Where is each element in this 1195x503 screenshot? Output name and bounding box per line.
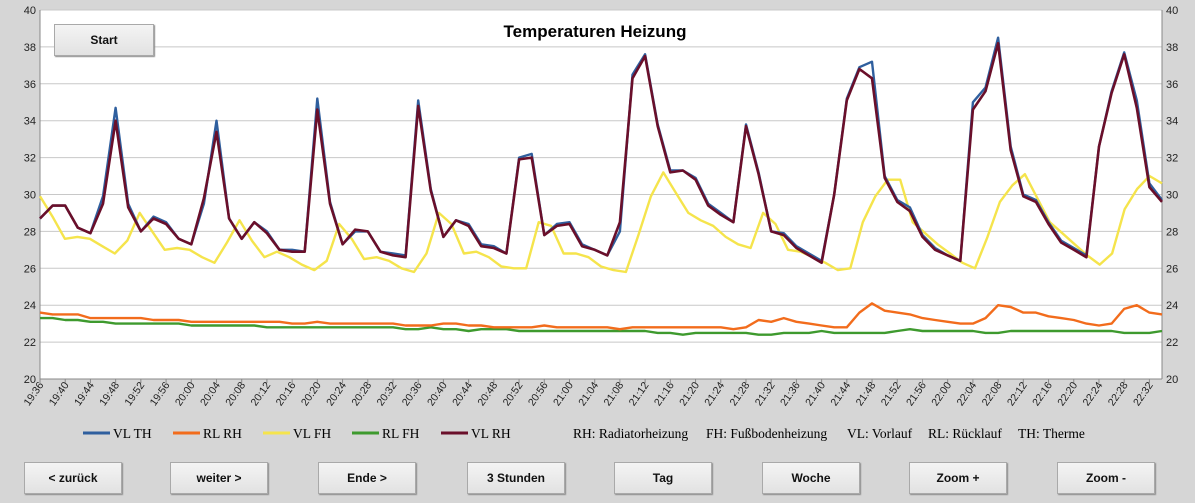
x-tick-label: 20:32 xyxy=(375,380,400,409)
series-line-vl-fh xyxy=(38,171,1163,274)
x-tick-label: 21:40 xyxy=(803,380,828,409)
x-tick-label: 20:36 xyxy=(400,380,425,409)
forward-button[interactable]: weiter > xyxy=(170,462,268,494)
x-tick-label: 22:12 xyxy=(1005,380,1030,409)
x-tick-label: 21:36 xyxy=(778,380,803,409)
day-button[interactable]: Tag xyxy=(614,462,712,494)
series-line-rl-rh xyxy=(39,302,1163,331)
legend-label: VL RH xyxy=(471,426,511,441)
x-tick-label: 20:16 xyxy=(274,380,299,409)
x-tick-label: 22:04 xyxy=(954,380,979,409)
x-tick-label: 21:16 xyxy=(652,380,677,409)
x-tick-label: 21:32 xyxy=(753,380,778,409)
x-axis: 19:36 19:40 19:44 19:48 19:52 19:56 20:00 20:04… xyxy=(22,379,1156,408)
x-tick-label: 21:20 xyxy=(677,380,702,409)
x-tick-label: 19:56 xyxy=(148,380,173,409)
x-tick-label: 21:52 xyxy=(879,380,904,409)
legend-abbreviation-note: VL: Vorlauf xyxy=(847,426,913,441)
y-tick-label-right: 32 xyxy=(1166,153,1178,165)
y-axis-left: 20 22 24 26 28 30 32 34 36 38 40 xyxy=(24,5,36,386)
end-button[interactable]: Ende > xyxy=(318,462,416,494)
x-tick-label: 20:24 xyxy=(324,380,349,409)
x-tick-label: 19:48 xyxy=(97,380,122,409)
y-tick-label: 24 xyxy=(24,300,36,312)
y-tick-label-right: 38 xyxy=(1166,42,1178,54)
x-tick-label: 20:12 xyxy=(248,380,273,409)
y-tick-label: 30 xyxy=(24,190,36,202)
y-tick-label: 34 xyxy=(24,116,36,128)
x-tick-label: 20:04 xyxy=(198,380,223,409)
x-tick-label: 21:08 xyxy=(601,380,626,409)
x-tick-label: 21:44 xyxy=(828,380,853,409)
series-line-vl-rh xyxy=(39,41,1163,265)
y-tick-label-right: 30 xyxy=(1166,190,1178,202)
x-tick-label: 20:28 xyxy=(349,380,374,409)
zoom-in-button[interactable]: Zoom + xyxy=(909,462,1007,494)
x-tick-label: 20:20 xyxy=(299,380,324,409)
x-tick-label: 20:56 xyxy=(526,380,551,409)
x-tick-label: 19:52 xyxy=(122,380,147,409)
legend-label: VL FH xyxy=(293,426,331,441)
y-tick-label: 32 xyxy=(24,153,36,165)
y-tick-label: 22 xyxy=(24,337,36,349)
x-tick-label: 22:16 xyxy=(1030,380,1055,409)
y-tick-label-right: 40 xyxy=(1166,5,1178,17)
x-tick-label: 20:52 xyxy=(501,380,526,409)
legend-abbreviation-note: TH: Therme xyxy=(1018,426,1085,441)
y-tick-label-right: 22 xyxy=(1166,337,1178,349)
x-tick-label: 20:44 xyxy=(450,380,475,409)
y-tick-label: 36 xyxy=(24,79,36,91)
back-button[interactable]: < zurück xyxy=(24,462,122,494)
x-tick-label: 20:08 xyxy=(223,380,248,409)
y-tick-label-right: 34 xyxy=(1166,116,1178,128)
grid-lines xyxy=(39,9,1163,380)
y-tick-label: 26 xyxy=(24,263,36,275)
y-tick-label: 20 xyxy=(24,374,36,386)
y-axis-right: 20 22 24 26 28 30 32 34 36 38 40 xyxy=(1166,5,1178,386)
x-tick-label: 22:32 xyxy=(1131,380,1156,409)
week-button[interactable]: Woche xyxy=(762,462,860,494)
x-tick-label: 20:00 xyxy=(173,380,198,409)
x-tick-label: 22:20 xyxy=(1055,380,1080,409)
y-tick-label: 40 xyxy=(24,5,36,17)
legend-label: RL FH xyxy=(382,426,420,441)
y-tick-label-right: 28 xyxy=(1166,226,1178,238)
y-tick-label-right: 36 xyxy=(1166,79,1178,91)
series-line-rl-fh xyxy=(40,316,1163,336)
legend-abbreviation-note: RH: Radiatorheizung xyxy=(573,426,688,441)
x-tick-label: 21:56 xyxy=(904,380,929,409)
y-tick-label: 28 xyxy=(24,226,36,238)
y-tick-label-right: 20 xyxy=(1166,374,1178,386)
legend-label: VL TH xyxy=(113,426,152,441)
x-tick-label: 21:00 xyxy=(551,380,576,409)
series-lines xyxy=(38,36,1163,336)
x-tick-label: 19:44 xyxy=(72,380,97,409)
x-tick-label: 22:08 xyxy=(980,380,1005,409)
x-tick-label: 22:28 xyxy=(1106,380,1131,409)
x-tick-label: 21:04 xyxy=(576,380,601,409)
three-hours-button[interactable]: 3 Stunden xyxy=(467,462,565,494)
chart-legend: VL TH RL RH VL FH RL FH VL RH RH: Radiatorhei… xyxy=(83,426,1085,441)
y-tick-label: 38 xyxy=(24,42,36,54)
x-tick-label: 21:28 xyxy=(728,380,753,409)
start-button[interactable]: Start xyxy=(54,24,154,56)
zoom-out-button[interactable]: Zoom - xyxy=(1057,462,1155,494)
x-tick-label: 22:00 xyxy=(929,380,954,409)
x-tick-label: 21:48 xyxy=(854,380,879,409)
chart-title: Temperaturen Heizung xyxy=(504,22,687,41)
x-tick-label: 20:48 xyxy=(475,380,500,409)
legend-abbreviation-note: RL: Rücklauf xyxy=(928,426,1002,441)
y-tick-label-right: 26 xyxy=(1166,263,1178,275)
x-tick-label: 21:12 xyxy=(627,380,652,409)
x-tick-label: 21:24 xyxy=(702,380,727,409)
x-tick-label: 20:40 xyxy=(425,380,450,409)
legend-label: RL RH xyxy=(203,426,242,441)
x-tick-label: 22:24 xyxy=(1081,380,1106,409)
legend-abbreviation-note: FH: Fußbodenheizung xyxy=(706,426,827,441)
x-tick-label: 19:40 xyxy=(47,380,72,409)
y-tick-label-right: 24 xyxy=(1166,300,1178,312)
